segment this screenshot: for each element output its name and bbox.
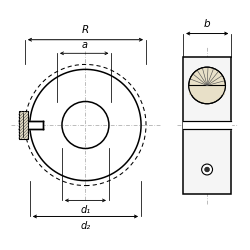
Bar [189,86,226,94]
Bar [19,120,44,130]
Text: R: R [82,25,89,35]
Text: d₁: d₁ [80,205,90,215]
Circle shape [189,67,226,104]
Text: a: a [81,40,87,50]
Circle shape [202,164,212,175]
Bar [183,57,231,194]
Text: b: b [204,19,210,29]
Bar [19,112,28,138]
Circle shape [205,167,210,172]
Bar [183,121,231,129]
Text: d₂: d₂ [80,221,90,231]
